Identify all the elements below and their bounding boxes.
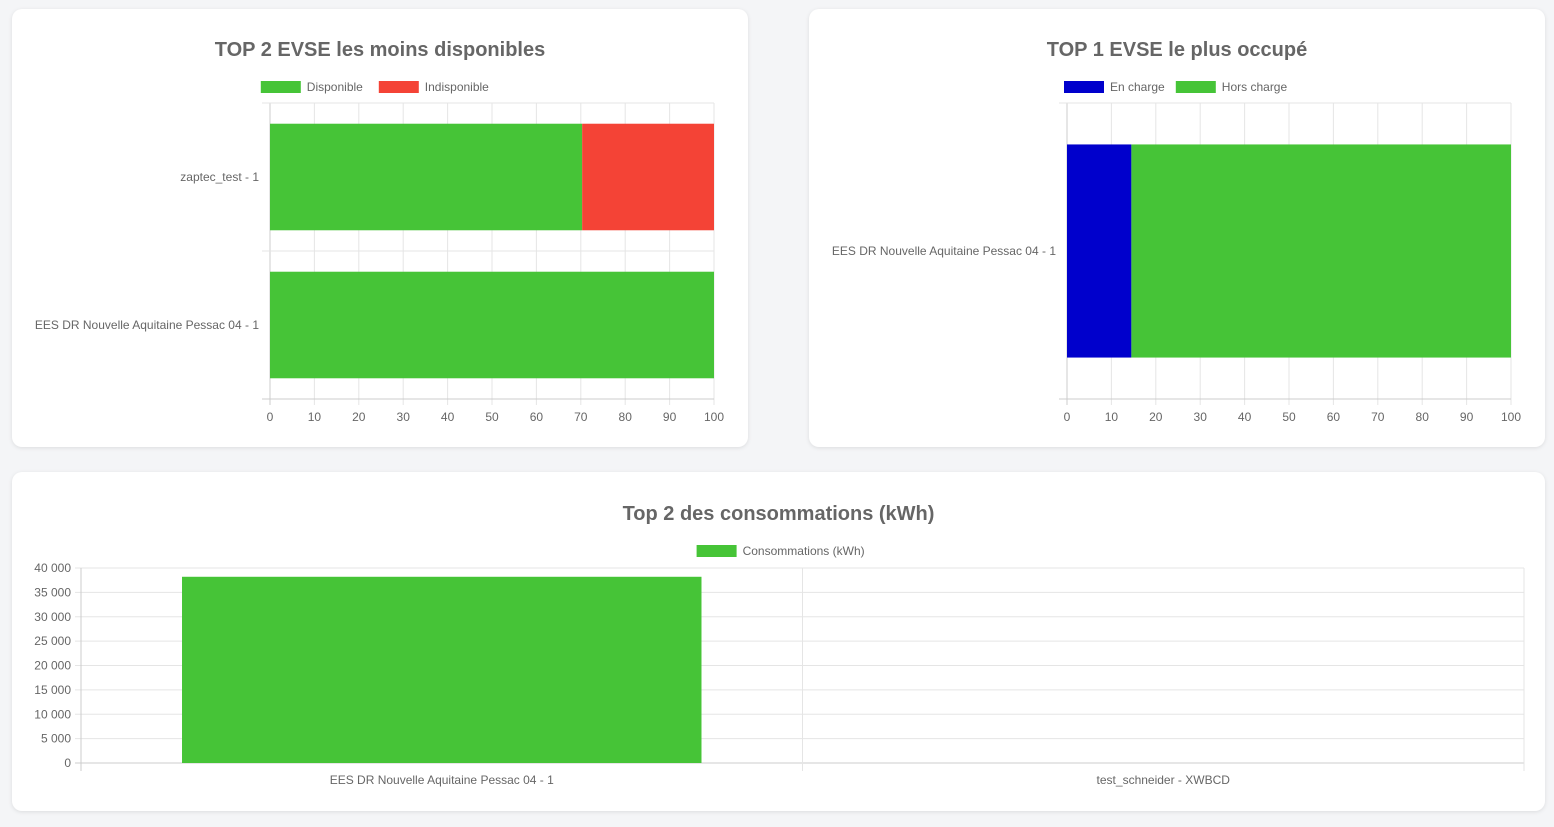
legend-swatch: [1175, 81, 1216, 93]
bar-segment: [582, 123, 714, 231]
x-tick-label: 10: [308, 410, 322, 424]
x-tick-label: 30: [397, 410, 411, 424]
legend-label: Hors charge: [1222, 80, 1288, 94]
x-tick-label: 0: [1064, 410, 1071, 424]
chart-title: Top 2 des consommations (kWh): [623, 503, 935, 525]
x-tick-label: 20: [1149, 410, 1163, 424]
y-tick-label: 25 000: [34, 634, 71, 648]
occupancy-chart: TOP 1 EVSE le plus occupé En charge Hors c…: [832, 39, 1521, 424]
y-tick-label: 5 000: [41, 732, 71, 746]
x-tick-label: 50: [1282, 410, 1296, 424]
x-tick-label: 60: [1327, 410, 1341, 424]
x-tick-label: 100: [704, 410, 724, 424]
x-tick-label: 80: [1416, 410, 1430, 424]
y-tick-label: 15 000: [34, 683, 71, 697]
bar-segment: [270, 271, 714, 379]
availability-chart: TOP 2 EVSE les moins disponibles Disponib…: [35, 39, 724, 424]
y-tick-label: 30 000: [34, 610, 71, 624]
chart-title: TOP 2 EVSE les moins disponibles: [215, 39, 545, 61]
x-tick-label: 80: [619, 410, 633, 424]
legend-label: Consommations (kWh): [743, 544, 865, 558]
consumption-chart-card: Top 2 des consommations (kWh) Consommatio…: [12, 472, 1545, 811]
x-tick-label: 40: [441, 410, 455, 424]
x-tick-label: 70: [1371, 410, 1385, 424]
y-tick-label: 20 000: [34, 659, 71, 673]
x-tick-label: 100: [1501, 410, 1521, 424]
bar-segment: [1131, 144, 1511, 358]
y-tick-label: 10 000: [34, 707, 71, 721]
y-tick-label: EES DR Nouvelle Aquitaine Pessac 04 - 1: [832, 244, 1056, 258]
y-tick-label: EES DR Nouvelle Aquitaine Pessac 04 - 1: [35, 318, 259, 332]
legend-label: Indisponible: [425, 80, 489, 94]
y-tick-label: 35 000: [34, 585, 71, 599]
x-tick-label: 20: [352, 410, 366, 424]
bar: [182, 576, 702, 763]
legend-label: Disponible: [307, 80, 363, 94]
y-tick-label: zaptec_test - 1: [180, 170, 259, 184]
x-tick-label: test_schneider - XWBCD: [1097, 773, 1231, 787]
legend-swatch: [696, 545, 737, 557]
x-tick-label: 40: [1238, 410, 1252, 424]
legend-swatch: [260, 81, 301, 93]
x-tick-label: EES DR Nouvelle Aquitaine Pessac 04 - 1: [330, 773, 554, 787]
x-tick-label: 50: [485, 410, 499, 424]
availability-chart-card: TOP 2 EVSE les moins disponibles Disponib…: [12, 9, 748, 447]
x-tick-label: 90: [1460, 410, 1474, 424]
occupancy-chart-card: TOP 1 EVSE le plus occupé En charge Hors c…: [809, 9, 1545, 447]
bar-segment: [270, 123, 583, 231]
x-tick-label: 60: [530, 410, 544, 424]
legend-swatch: [1064, 81, 1104, 93]
x-tick-label: 90: [663, 410, 677, 424]
y-tick-label: 40 000: [34, 561, 71, 575]
bar-segment: [1067, 144, 1132, 358]
x-tick-label: 0: [267, 410, 274, 424]
legend-swatch: [378, 81, 419, 93]
legend-label: En charge: [1110, 80, 1165, 94]
chart-title: TOP 1 EVSE le plus occupé: [1047, 39, 1307, 61]
y-tick-label: 0: [64, 756, 71, 770]
x-tick-label: 70: [574, 410, 588, 424]
x-tick-label: 10: [1105, 410, 1119, 424]
x-tick-label: 30: [1194, 410, 1208, 424]
consumption-chart: Top 2 des consommations (kWh) Consommatio…: [34, 503, 1525, 787]
